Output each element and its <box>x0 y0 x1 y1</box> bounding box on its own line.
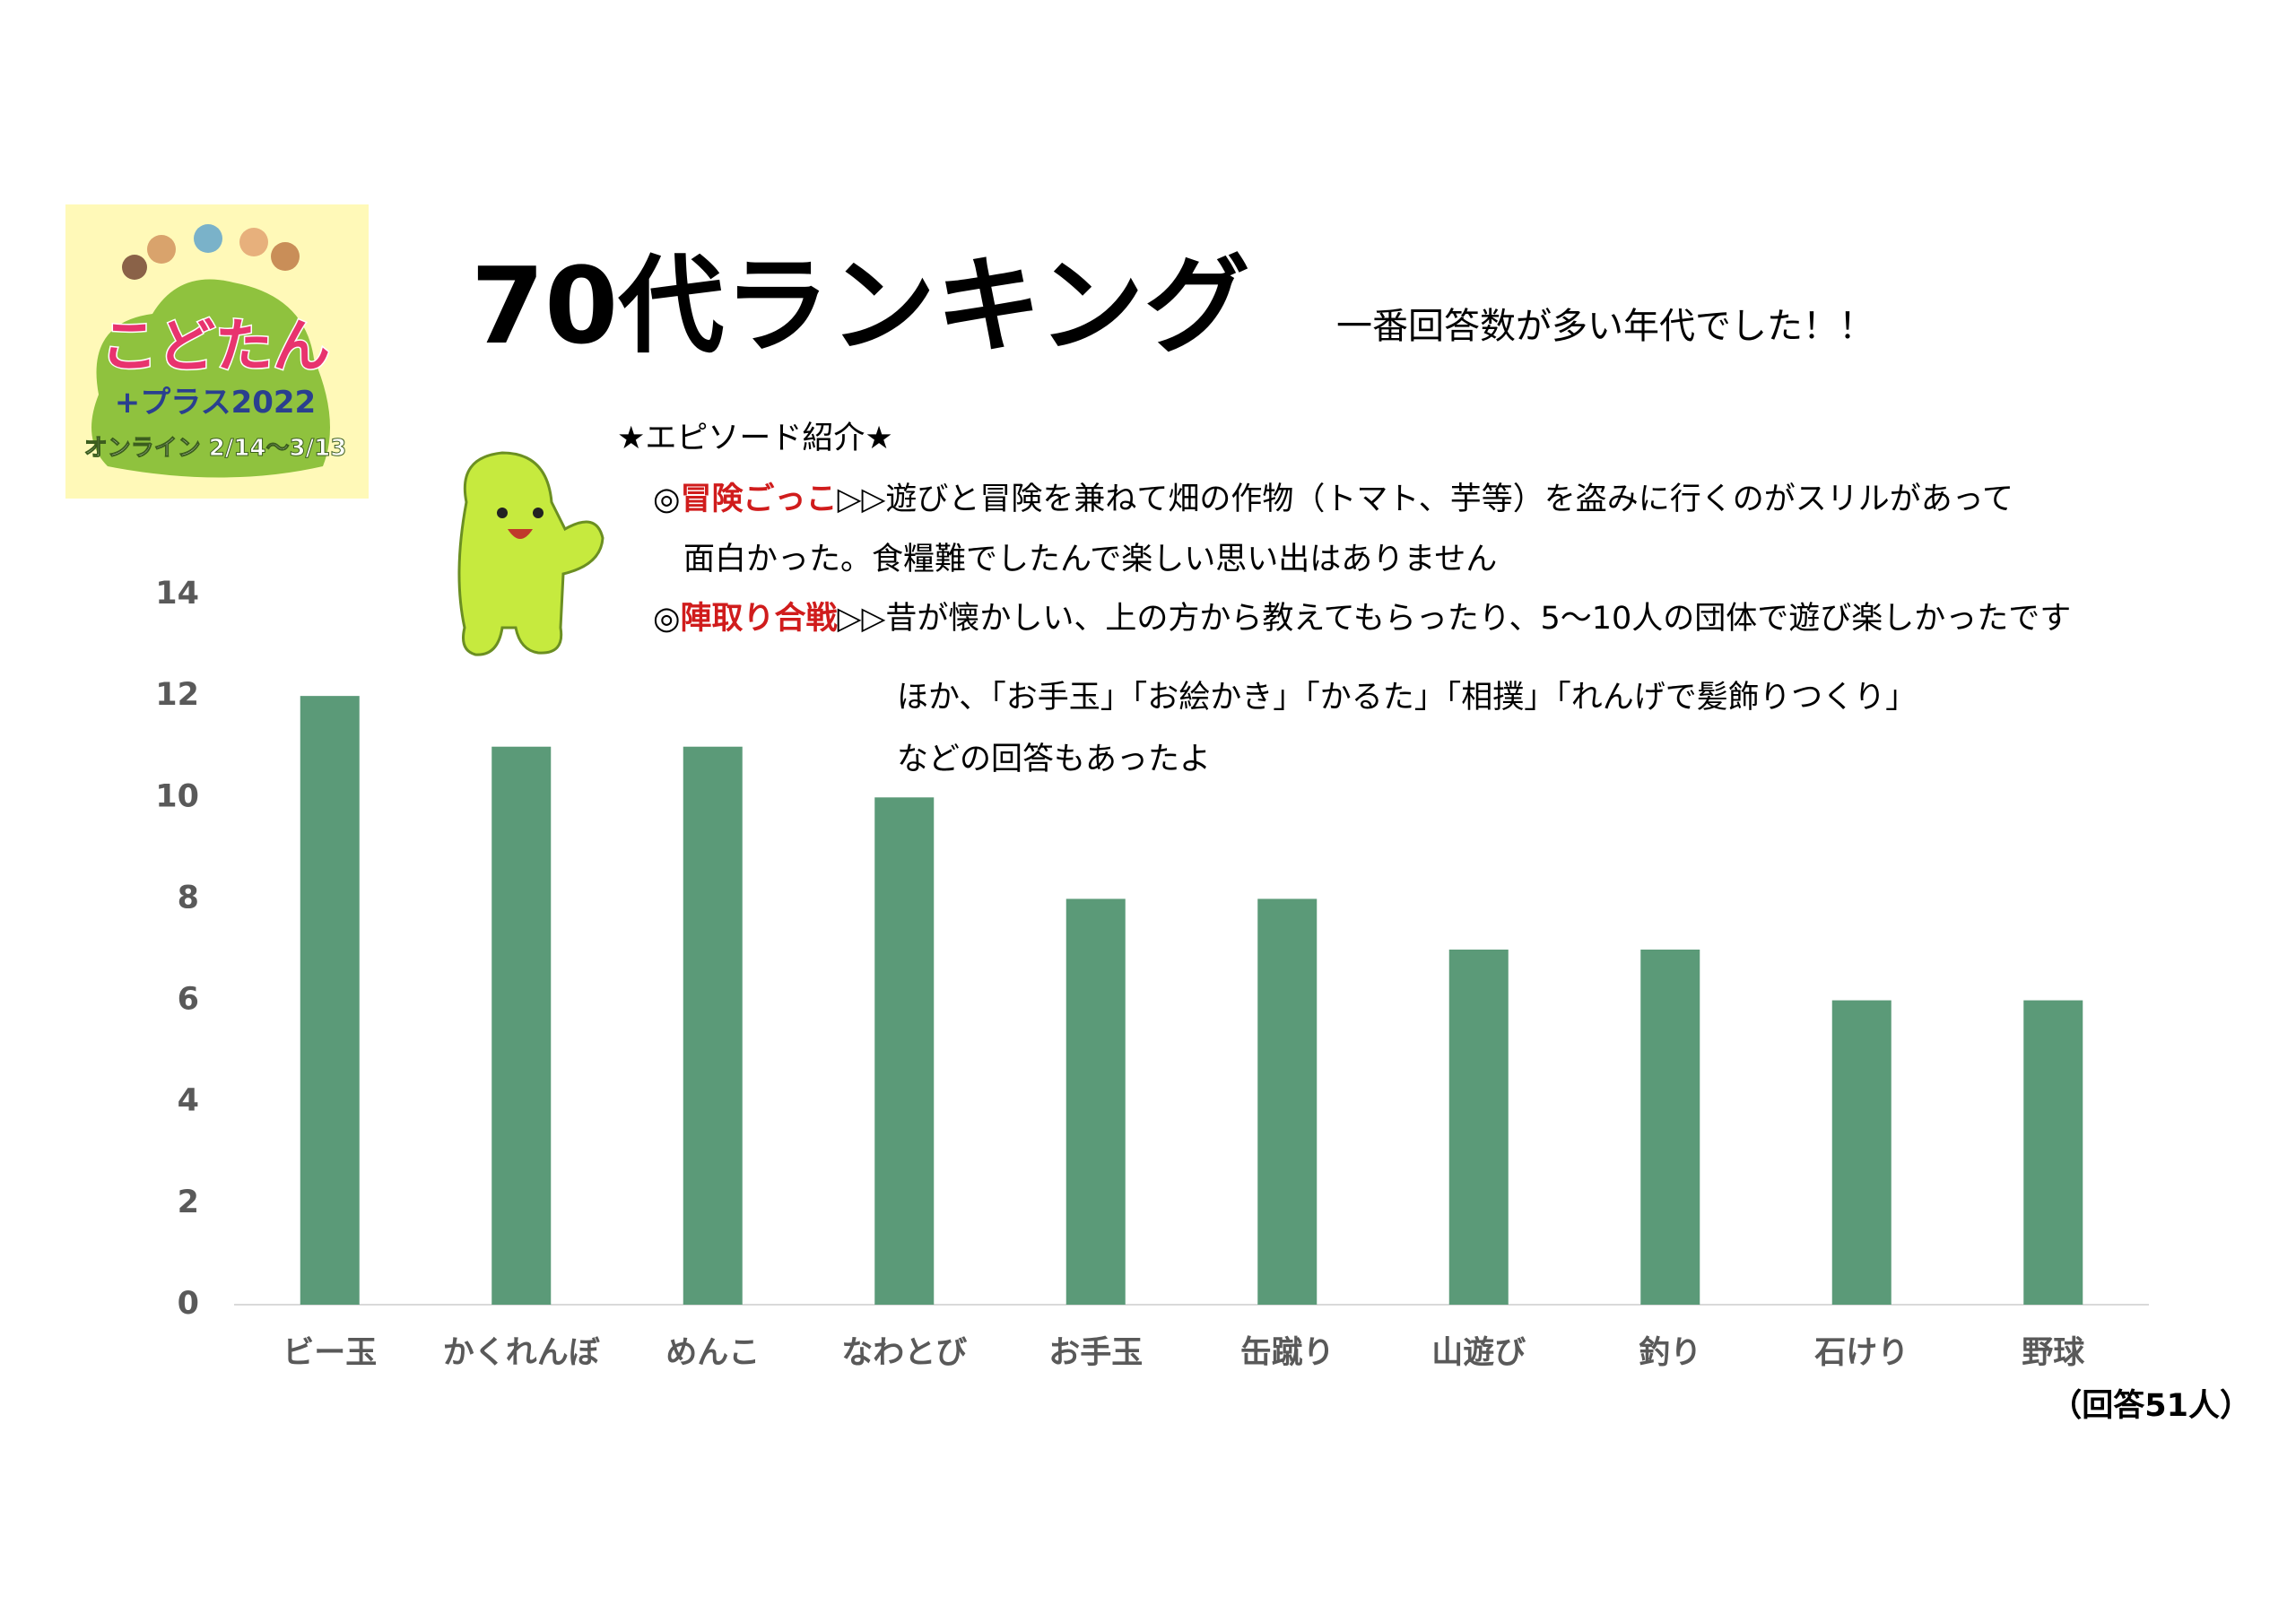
bar <box>1448 950 1509 1305</box>
bar <box>1640 950 1700 1305</box>
chart-title: 70代ランキング <box>471 244 1250 368</box>
episode-text: ▷▷昔が懐かしい、上の方から教えてもらったり、5〜10人の団体で遊び楽しかったで… <box>838 601 2072 637</box>
episode-text: 面白かった。食糧難でしたんで楽しい思い出はありません <box>683 542 1497 577</box>
x-tick-label: 野球 <box>2022 1335 2085 1371</box>
x-tick-label: 石けり <box>1814 1335 1909 1371</box>
x-tick-label: 缶蹴り <box>1240 1335 1335 1371</box>
y-tick-label: 8 <box>178 880 199 916</box>
y-tick-label: 2 <box>178 1185 199 1220</box>
logo-face <box>147 235 176 264</box>
episode-line: ◎陣取り合戦▷▷昔が懐かしい、上の方から教えてもらったり、5〜10人の団体で遊び… <box>653 601 2071 637</box>
x-tick-label: 山遊び <box>1431 1335 1526 1371</box>
x-tick-label: なわとび <box>841 1335 967 1371</box>
mascot-mouth <box>508 529 533 539</box>
bar <box>300 696 360 1305</box>
bar <box>874 797 935 1305</box>
episode-mark: ◎ <box>653 482 681 517</box>
logo-plus: +プラス2022 <box>115 385 316 421</box>
x-tick-label: めんこ <box>665 1335 760 1371</box>
episode-text: ▷▷遊びと冒険を兼ねて畑の作物（トマト、芋等）を盗みに行くのがスリルがあって <box>838 482 2013 517</box>
logo-face <box>271 242 300 271</box>
bar <box>1257 898 1318 1305</box>
y-tick-label: 4 <box>178 1083 199 1119</box>
episode-mark: ◎ <box>653 601 681 637</box>
y-tick-label: 12 <box>155 677 199 713</box>
y-tick-label: 10 <box>155 778 199 814</box>
episode-others: などの回答もあったよ <box>897 742 1211 777</box>
x-tick-label: ビー玉 <box>283 1335 377 1371</box>
episode-line: ◎冒険ごっこ▷▷遊びと冒険を兼ねて畑の作物（トマト、芋等）を盗みに行くのがスリル… <box>653 482 2013 517</box>
logo: こどたん +プラス2022 オンライン 2/14〜3/13 <box>65 204 369 499</box>
mascot-body <box>457 451 604 656</box>
y-tick-label: 6 <box>178 982 199 1018</box>
episodes: ★エピソード紹介★ ◎冒険ごっこ▷▷遊びと冒険を兼ねて畑の作物（トマト、芋等）を… <box>617 421 2071 777</box>
bar <box>1065 898 1126 1305</box>
logo-face <box>194 224 222 253</box>
bar <box>491 746 552 1305</box>
mascot-eye <box>497 508 508 518</box>
bar <box>683 746 743 1305</box>
logo-name: こどたん <box>100 314 330 380</box>
logo-face <box>122 255 147 280</box>
bar <box>2023 1000 2083 1305</box>
y-tick-label: 0 <box>178 1286 199 1322</box>
x-tick-label: お手玉 <box>1048 1335 1143 1371</box>
bar <box>1831 1000 1892 1305</box>
logo-face <box>239 228 268 256</box>
x-tick-label: かくれんぼ <box>443 1335 601 1371</box>
chart-subtitle: 一番回答数が多い年代でした！！ <box>1336 306 1874 347</box>
chart-note: （回答51人） <box>2050 1388 2251 1424</box>
mascot <box>457 451 604 656</box>
episode-heading: ★エピソード紹介★ <box>617 421 893 456</box>
y-tick-label: 14 <box>155 576 199 612</box>
episode-others: ほか、「お手玉」「お絵かき」「かるた」「相撲」「れんげで髪飾りつくり」 <box>897 680 1917 716</box>
chart-area: 0 2 4 6 8 10 12 14 ビー玉 かくれんぼ めんこ なわとび お手玉 缶蹴り 山遊び 釣り 石けり… <box>155 576 2149 1371</box>
mascot-eye <box>533 508 544 518</box>
x-tick-label: 釣り <box>1639 1335 1701 1371</box>
episode-name: 陣取り合戦 <box>681 601 838 637</box>
logo-blob <box>91 279 330 478</box>
episode-name: 冒険ごっこ <box>681 482 838 517</box>
logo-period: オンライン 2/14〜3/13 <box>84 435 347 462</box>
